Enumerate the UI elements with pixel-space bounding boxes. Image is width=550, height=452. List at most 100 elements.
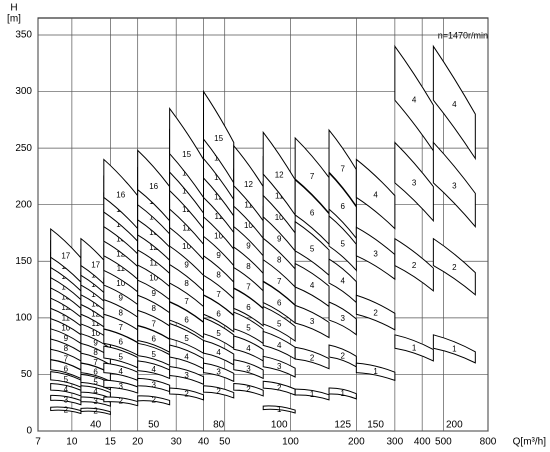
pump-range-tile: [103, 379, 139, 394]
stage-label: 10: [61, 324, 70, 333]
pump-range-tile: [432, 141, 476, 229]
pump-range-tile: [432, 44, 476, 161]
pump-range-tile: [294, 346, 330, 370]
stage-label: 4: [119, 367, 124, 376]
y-axis-label: H: [10, 3, 17, 14]
pump-range-tile: [233, 382, 264, 397]
pump-range-tile: [80, 373, 111, 391]
stage-label: 5: [340, 239, 345, 248]
stage-label: 5: [119, 352, 124, 361]
pump-size-label: 150: [367, 420, 384, 431]
stage-label: 4: [151, 365, 156, 374]
x-tick-label: 30: [171, 437, 183, 448]
stage-label: 16: [116, 190, 125, 199]
y-tick-label: 100: [15, 312, 32, 323]
stage-label: 3: [277, 362, 282, 371]
stage-label: 3: [184, 371, 189, 380]
stage-label: 12: [61, 303, 70, 312]
stage-label: 6: [310, 208, 315, 217]
pump-range-tile: [355, 362, 396, 382]
stage-label: 2: [93, 407, 98, 416]
stage-label: 2: [184, 389, 189, 398]
stage-label: 2: [277, 383, 282, 392]
stage-label: 4: [452, 100, 457, 109]
x-tick-label: 400: [414, 437, 431, 448]
stage-label: 2: [246, 385, 251, 394]
stage-label: 9: [119, 294, 124, 303]
pump-range-tile: [50, 394, 82, 406]
x-tick-label: 15: [105, 437, 117, 448]
stage-label: 3: [93, 397, 98, 406]
stage-label: 1: [373, 367, 378, 376]
y-tick-label: 0: [26, 426, 32, 437]
stage-label: 4: [412, 96, 417, 105]
pump-range-tile: [203, 362, 235, 383]
y-tick-label: 150: [15, 256, 32, 267]
stage-label: 3: [373, 249, 378, 258]
pump-range-tile: [394, 334, 434, 362]
stage-label: 10: [244, 221, 253, 230]
annotation: n=1470r/min: [438, 30, 488, 40]
pump-range-tile: [432, 334, 476, 364]
pump-range-tile: [328, 301, 357, 336]
pump-range-tile: [394, 44, 434, 153]
stage-label: 12: [91, 309, 100, 318]
pump-range-tile: [137, 395, 171, 406]
pump-size-label: 200: [446, 420, 463, 431]
stage-label: 10: [116, 279, 125, 288]
pump-range-tile: [50, 406, 82, 415]
pump-range-tile: [328, 128, 357, 208]
stage-label: 3: [151, 380, 156, 389]
stage-label: 3: [310, 317, 315, 326]
stage-label: 1: [277, 405, 282, 414]
y-axis-unit: [m]: [7, 14, 21, 25]
pump-size-label: 50: [148, 420, 160, 431]
pump-range-tile: [262, 355, 296, 378]
stage-label: 8: [216, 270, 221, 279]
pump-size-label: 100: [271, 420, 288, 431]
x-tick-label: 100: [282, 437, 299, 448]
stage-label: 7: [216, 290, 221, 299]
pump-range-tile: [328, 387, 357, 400]
stage-label: 5: [151, 350, 156, 359]
stage-label: 9: [64, 334, 69, 343]
stage-label: 3: [64, 395, 69, 404]
stage-label: 12: [116, 249, 125, 258]
stage-label: 10: [214, 231, 223, 240]
y-tick-label: 50: [21, 369, 33, 380]
stage-label: 5: [277, 320, 282, 329]
pump-range-tile: [294, 388, 330, 401]
pump-range-tile: [394, 237, 434, 292]
x-tick-label: 50: [219, 437, 231, 448]
stage-label: 6: [277, 298, 282, 307]
x-tick-label: 7: [35, 437, 41, 448]
pump-range-tile: [394, 141, 434, 223]
stage-label: 1: [412, 344, 417, 353]
stage-label: 2: [119, 397, 124, 406]
stage-label: 11: [117, 264, 126, 273]
pump-range-tile: [328, 214, 357, 272]
stage-label: 8: [246, 262, 251, 271]
x-tick-label: 500: [435, 437, 452, 448]
stage-label: 2: [151, 396, 156, 405]
y-tick-label: 250: [15, 143, 32, 154]
stage-label: 7: [246, 282, 251, 291]
stage-label: 5: [246, 324, 251, 333]
x-tick-label: 10: [66, 437, 78, 448]
stage-label: 9: [93, 339, 98, 348]
x-tick-label: 800: [480, 437, 497, 448]
pump-size-label: 125: [334, 420, 351, 431]
stage-label: 17: [61, 252, 70, 261]
stage-label: 2: [452, 263, 457, 272]
stage-label: 8: [151, 304, 156, 313]
stage-label: 11: [150, 258, 159, 267]
stage-label: 10: [182, 242, 191, 251]
stage-label: 1: [452, 345, 457, 354]
stage-label: 10: [275, 213, 284, 222]
pump-range-tile: [169, 365, 205, 386]
stage-label: 4: [373, 190, 378, 199]
stage-label: 5: [184, 334, 189, 343]
stage-label: 5: [310, 245, 315, 254]
stage-label: 2: [412, 261, 417, 270]
